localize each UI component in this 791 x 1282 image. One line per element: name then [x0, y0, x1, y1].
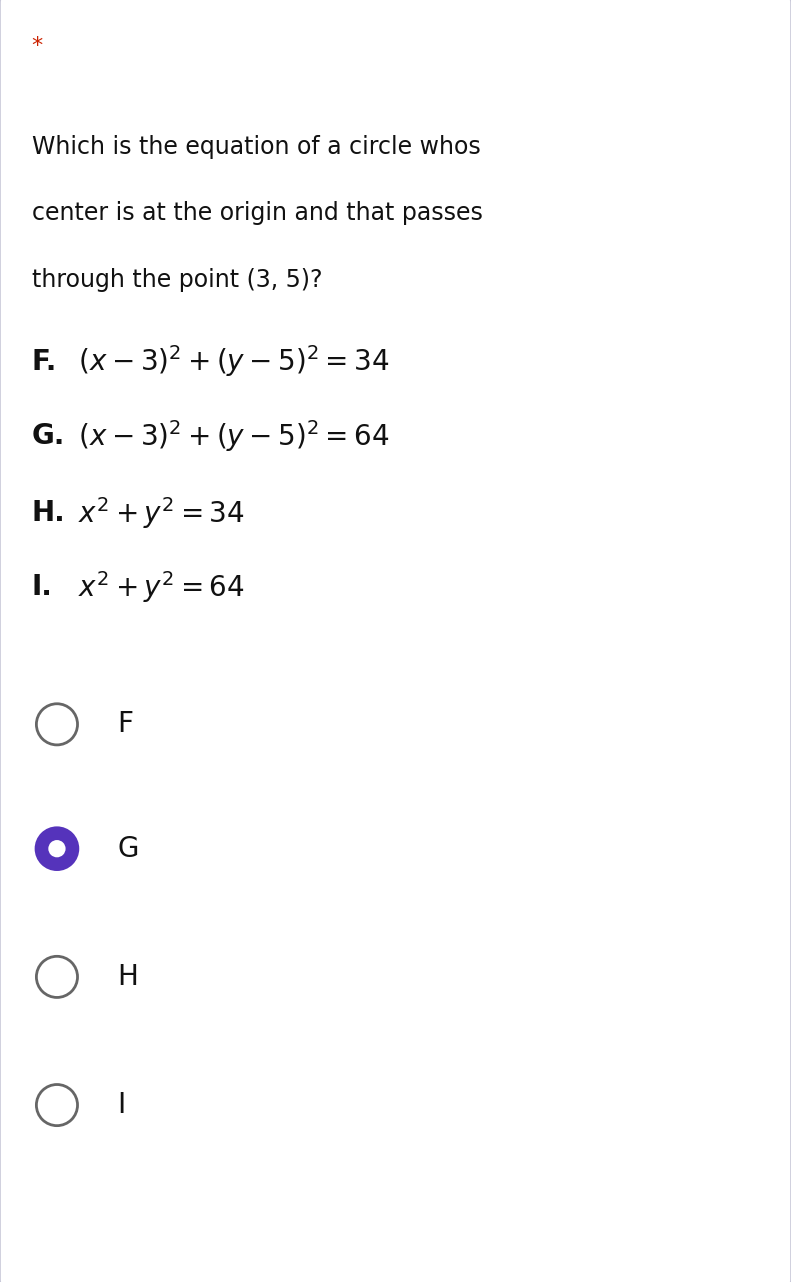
Text: $(x - 3)^2 + (y - 5)^2 = 34$: $(x - 3)^2 + (y - 5)^2 = 34$: [70, 344, 389, 379]
Ellipse shape: [36, 1085, 78, 1126]
Text: H: H: [117, 963, 138, 991]
Ellipse shape: [36, 828, 78, 869]
Text: F: F: [117, 710, 133, 738]
Text: G: G: [117, 835, 138, 863]
Text: H.: H.: [32, 499, 66, 527]
Text: $x^2 + y^2 = 34$: $x^2 + y^2 = 34$: [70, 495, 244, 531]
Ellipse shape: [36, 704, 78, 745]
Text: $x^2 + y^2 = 64$: $x^2 + y^2 = 64$: [70, 569, 244, 605]
Text: F.: F.: [32, 347, 57, 376]
Ellipse shape: [48, 840, 66, 858]
Text: I.: I.: [32, 573, 52, 601]
Text: I: I: [117, 1091, 125, 1119]
Text: Which is the equation of a circle whos: Which is the equation of a circle whos: [32, 135, 480, 159]
Text: *: *: [32, 36, 43, 56]
Text: G.: G.: [32, 422, 65, 450]
Ellipse shape: [36, 956, 78, 997]
Text: $(x - 3)^2 + (y - 5)^2 = 64$: $(x - 3)^2 + (y - 5)^2 = 64$: [70, 418, 389, 454]
Text: center is at the origin and that passes: center is at the origin and that passes: [32, 201, 483, 226]
Text: through the point (3, 5)?: through the point (3, 5)?: [32, 268, 322, 292]
